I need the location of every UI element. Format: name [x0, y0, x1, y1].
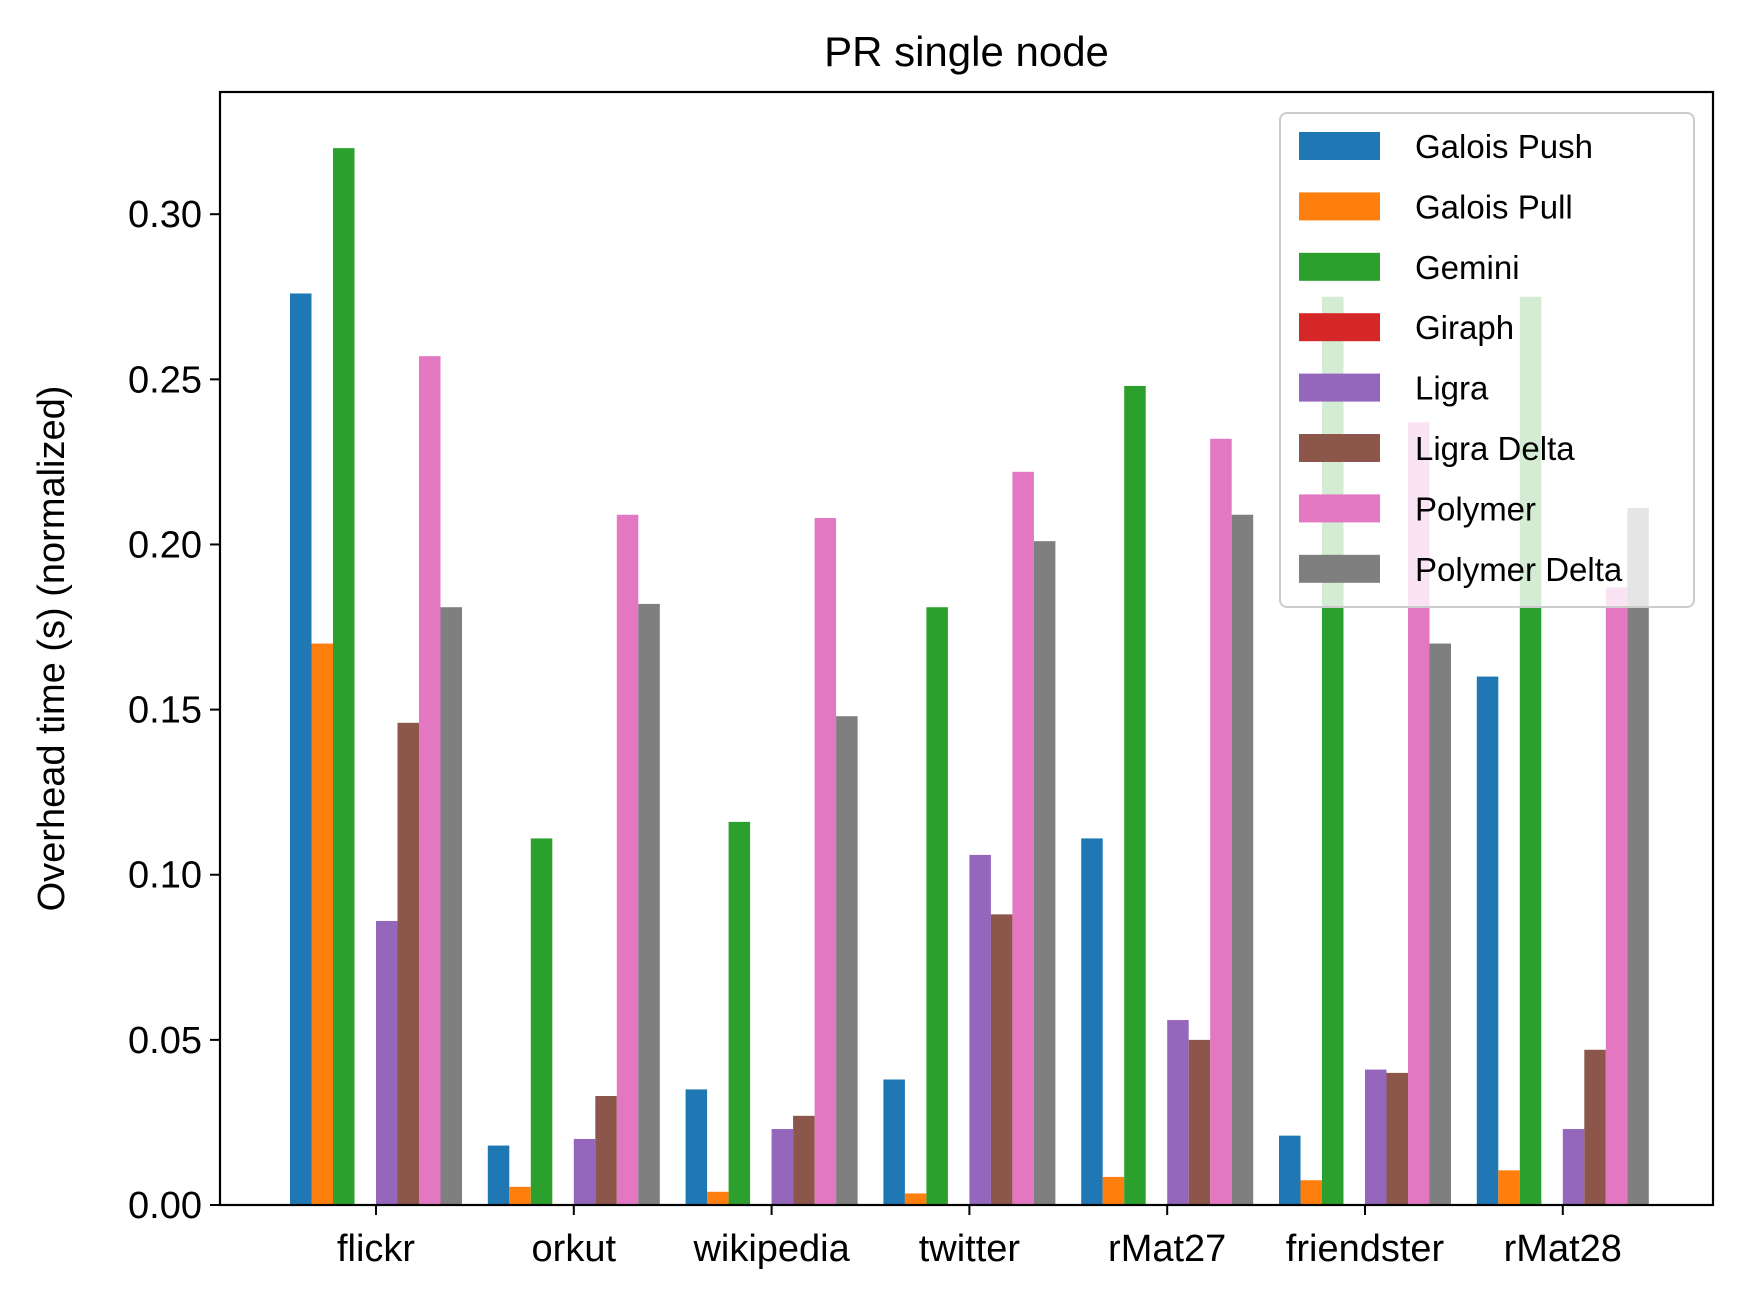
- bar-galois-push-rmat28: [1476, 676, 1499, 1205]
- y-tick-label: 0.00: [128, 1185, 202, 1227]
- legend-label: Galois Pull: [1415, 188, 1573, 225]
- bar-galois-push-flickr: [290, 293, 312, 1206]
- bar-galois-push-wikipedia: [685, 1089, 708, 1205]
- bar-ligra-rmat28: [1562, 1129, 1585, 1205]
- legend-label: Polymer Delta: [1415, 551, 1623, 588]
- legend-swatch: [1299, 373, 1380, 402]
- y-tick-label: 0.05: [128, 1020, 202, 1062]
- bar-ligra-delta-friendster: [1386, 1072, 1408, 1205]
- chart-title: PR single node: [824, 28, 1109, 75]
- bar-galois-push-rmat27: [1081, 838, 1103, 1205]
- legend-swatch: [1299, 192, 1380, 221]
- bar-galois-push-friendster: [1279, 1135, 1301, 1205]
- bar-polymer-twitter: [1012, 471, 1034, 1205]
- y-axis-ticks: 0.00 0.05 0.10 0.15 0.20 0.25 0.30: [128, 194, 220, 1227]
- bar-galois-pull-orkut: [509, 1186, 531, 1205]
- y-tick-label: 0.25: [128, 359, 202, 401]
- y-axis-label: Overhead time (s) (normalized): [31, 386, 73, 912]
- bar-polymer-orkut: [616, 514, 639, 1205]
- bar-ligra-flickr: [376, 920, 398, 1205]
- legend-swatch: [1299, 132, 1380, 160]
- bar-galois-pull-friendster: [1300, 1180, 1322, 1205]
- bar-ligra-rmat27: [1167, 1020, 1189, 1205]
- bar-galois-push-twitter: [883, 1079, 905, 1205]
- bar-gemini-flickr: [333, 148, 355, 1206]
- legend-label: Polymer: [1415, 490, 1536, 527]
- bar-polymer-delta-friendster: [1429, 643, 1451, 1205]
- bar-gemini-orkut: [530, 838, 553, 1205]
- bar-ligra-orkut: [573, 1138, 596, 1205]
- legend: Galois Push Galois Pull Gemini Giraph Ligra L…: [1279, 112, 1695, 608]
- bar-ligra-wikipedia: [771, 1129, 794, 1205]
- bar-ligra-delta-flickr: [397, 722, 419, 1205]
- x-axis-ticks: flickr orkut wikipedia twitter rMat27 friends…: [337, 1205, 1622, 1270]
- legend-box: [1279, 112, 1695, 608]
- y-tick-label: 0.10: [128, 855, 202, 897]
- bar-galois-pull-wikipedia: [707, 1191, 729, 1205]
- legend-label: Giraph: [1415, 309, 1514, 346]
- bar-polymer-friendster: [1408, 422, 1430, 1205]
- plot-frame: [218, 90, 1715, 1207]
- bar-galois-pull-flickr: [311, 643, 333, 1205]
- legend-label: Ligra Delta: [1415, 430, 1575, 467]
- legend-label: Gemini: [1415, 249, 1520, 286]
- legend-swatch: [1299, 313, 1380, 342]
- bar-galois-pull-twitter: [904, 1193, 927, 1205]
- bar-polymer-rmat28: [1605, 587, 1628, 1205]
- x-tick-label: twitter: [919, 1228, 1021, 1270]
- y-tick-label: 0.15: [128, 690, 202, 732]
- bar-ligra-delta-rmat28: [1584, 1049, 1606, 1205]
- legend-swatch: [1299, 554, 1380, 583]
- bar-ligra-delta-twitter: [990, 914, 1013, 1205]
- legend-label: Ligra: [1415, 370, 1489, 407]
- legend-swatch: [1299, 252, 1380, 281]
- bar-polymer-flickr: [419, 356, 441, 1206]
- bar-galois-pull-rmat27: [1102, 1176, 1125, 1205]
- x-tick-label: wikipedia: [692, 1228, 850, 1270]
- bar-polymer-delta-wikipedia: [836, 716, 858, 1205]
- x-tick-label: rMat27: [1108, 1228, 1226, 1270]
- bar-polymer-delta-orkut: [638, 603, 660, 1205]
- bars: [290, 148, 1649, 1206]
- bar-galois-push-orkut: [487, 1145, 510, 1205]
- x-tick-label: flickr: [337, 1228, 415, 1270]
- bar-polymer-rmat27: [1210, 438, 1232, 1206]
- bar-ligra-delta-wikipedia: [793, 1115, 815, 1205]
- bar-polymer-delta-rmat27: [1231, 514, 1254, 1205]
- x-tick-label: friendster: [1286, 1228, 1445, 1270]
- bar-polymer-delta-rmat28: [1627, 508, 1649, 1206]
- y-tick-label: 0.30: [128, 194, 202, 236]
- bar-ligra-delta-rmat27: [1188, 1039, 1211, 1205]
- bar-polymer-delta-flickr: [440, 607, 462, 1205]
- legend-swatch: [1299, 434, 1380, 462]
- bar-gemini-rmat27: [1124, 385, 1146, 1205]
- bar-ligra-twitter: [969, 854, 991, 1205]
- bar-gemini-twitter: [926, 607, 948, 1205]
- legend-label: Galois Push: [1415, 128, 1593, 165]
- bar-galois-pull-rmat28: [1498, 1170, 1520, 1205]
- bar-gemini-wikipedia: [728, 821, 751, 1205]
- bar-polymer-wikipedia: [814, 518, 837, 1205]
- bar-ligra-delta-orkut: [595, 1096, 617, 1205]
- y-tick-label: 0.20: [128, 524, 202, 566]
- x-tick-label: orkut: [532, 1228, 617, 1270]
- bar-ligra-friendster: [1365, 1069, 1387, 1205]
- bar-polymer-delta-twitter: [1033, 541, 1056, 1205]
- legend-swatch: [1299, 494, 1380, 523]
- x-tick-label: rMat28: [1504, 1228, 1622, 1270]
